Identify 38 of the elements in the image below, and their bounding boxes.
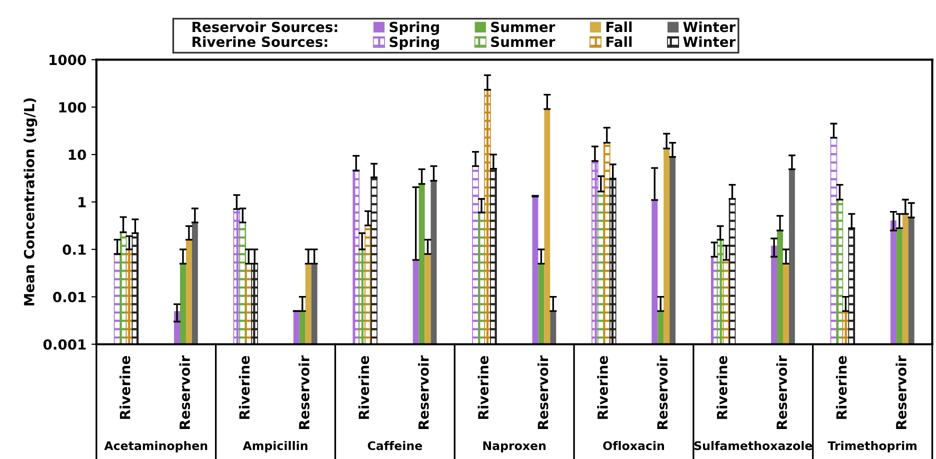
x-tick-label: Reservoir	[179, 355, 190, 429]
x-tick-label: Reservoir	[537, 355, 548, 429]
text: Reservoir Sources:	[192, 21, 338, 32]
x-tick-label: Riverine	[120, 356, 130, 419]
x-tick-label: Riverine	[238, 356, 250, 419]
y-tick-label: 1	[78, 197, 86, 208]
legend-label: Summer	[491, 22, 556, 32]
x-tick-label: Riverine	[597, 356, 608, 419]
x-tick-label: Reservoir	[896, 355, 906, 429]
y-tick-label: 0.001	[43, 339, 86, 350]
legend-label: Fall	[606, 21, 632, 32]
legend-label: Summer	[491, 36, 556, 48]
x-tick-label: Reservoir	[776, 355, 788, 429]
x-tick-label: Riverine	[358, 356, 370, 419]
legend-label: Fall	[606, 36, 632, 48]
y-tick-label: 0.1	[62, 244, 86, 255]
text: Riverine Sources:	[192, 36, 328, 48]
text: Trimethoprim	[828, 440, 916, 452]
x-tick-label: Reservoir	[298, 355, 310, 429]
x-tick-label: Riverine	[836, 356, 847, 419]
y-axis-title: Mean Concentration (ug/L)	[24, 98, 38, 306]
text: Caffeine	[368, 440, 422, 450]
y-tick-label: 10	[68, 150, 86, 160]
text: Ampicillin	[242, 440, 308, 452]
y-tick-label: 100	[59, 102, 86, 113]
y-tick-label: 1000	[50, 54, 86, 66]
text: Acetaminophen	[104, 440, 208, 452]
legend-label: Spring	[390, 21, 439, 36]
legend-label: Winter	[683, 36, 736, 48]
text: Naproxen	[483, 441, 546, 452]
x-tick-label: Riverine	[716, 356, 728, 419]
x-tick-label: Riverine	[478, 356, 489, 419]
x-tick-label: Reservoir	[656, 355, 668, 429]
legend-label: Winter	[683, 21, 736, 32]
text: Ofloxacin	[603, 440, 664, 450]
legend-label: Spring	[390, 36, 439, 50]
y-tick-label: 0.01	[53, 292, 86, 302]
x-tick-label: Reservoir	[418, 355, 429, 429]
